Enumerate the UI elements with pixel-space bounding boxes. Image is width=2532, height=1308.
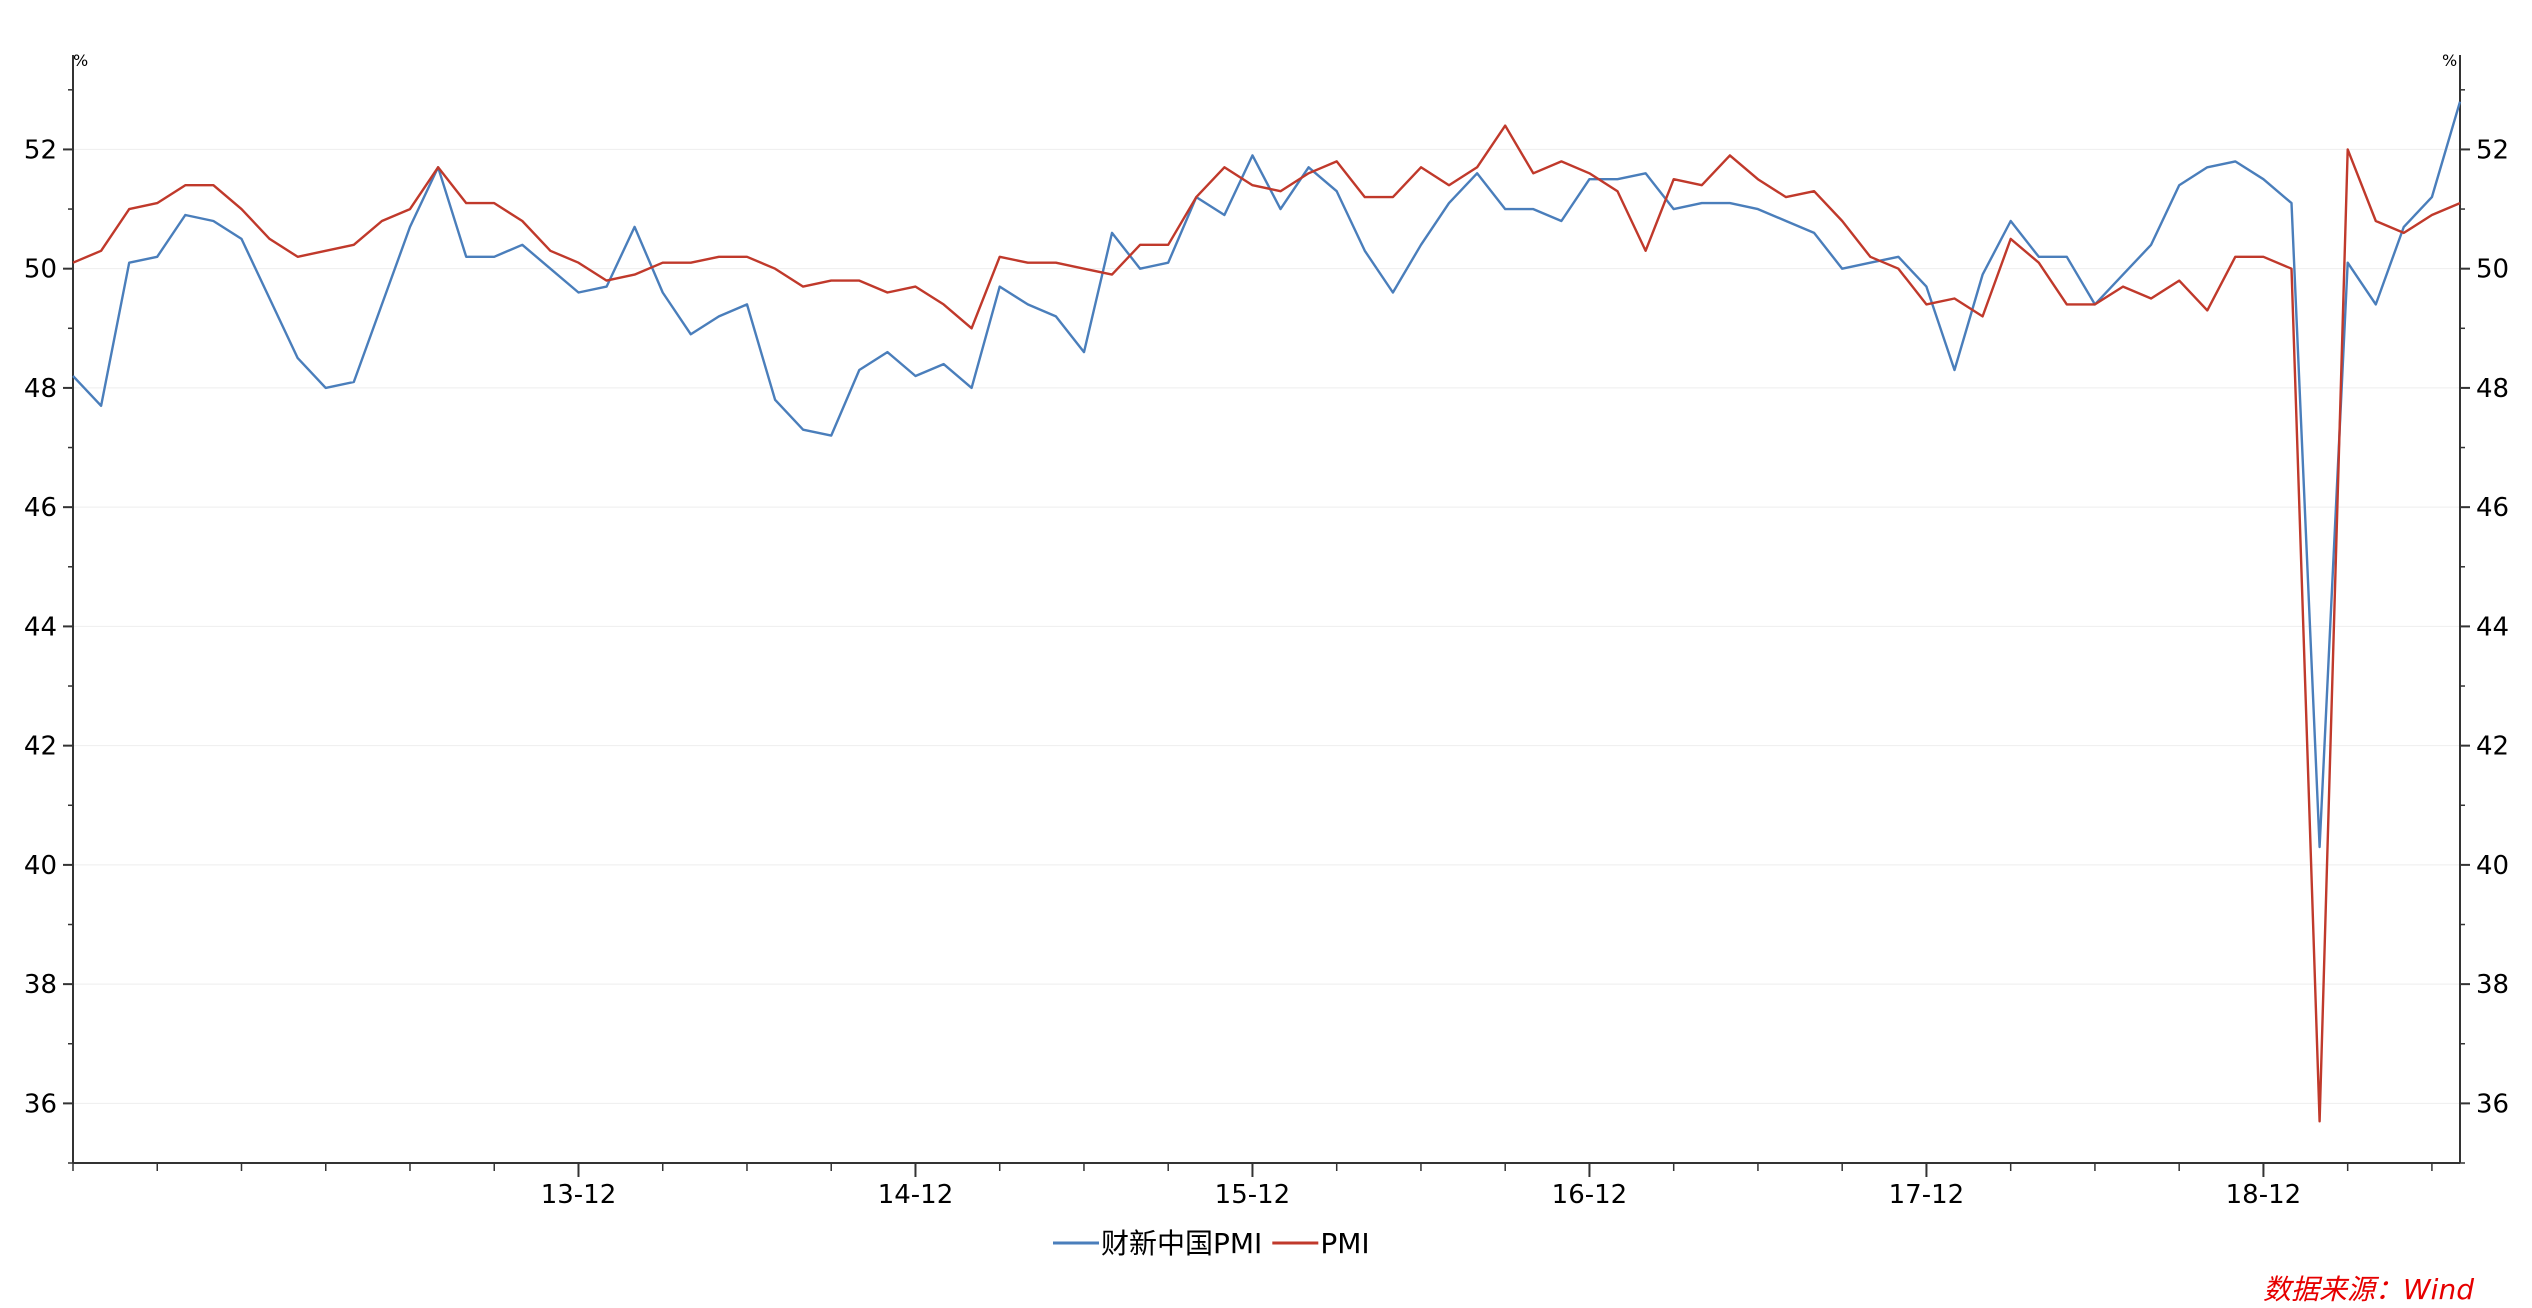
x-tick-label: 13-12 [541,1180,617,1210]
y-tick-label-right: 40 [2476,851,2509,881]
y-tick-label-left: 52 [24,135,57,165]
x-tick-label: 15-12 [1215,1180,1291,1210]
legend-label-caixin: 财新中国PMI [1101,1227,1262,1260]
x-tick-label: 16-12 [1552,1180,1628,1210]
y-tick-label-left: 38 [24,970,57,1000]
right-axis-unit: % [2442,51,2457,70]
y-tick-label-right: 50 [2476,255,2509,285]
x-tick-label: 18-12 [2226,1180,2302,1210]
y-tick-label-right: 38 [2476,970,2509,1000]
y-tick-label-left: 42 [24,732,57,762]
y-tick-label-left: 44 [24,612,57,642]
y-tick-label-right: 44 [2476,612,2509,642]
y-tick-label-left: 48 [24,374,57,404]
series-layer [72,101,2462,1123]
y-tick-label-right: 36 [2476,1089,2509,1119]
series-line-pmi [72,124,2461,1123]
gridlines [73,148,2460,1104]
y-tick-label-left: 40 [24,851,57,881]
series-line-caixin [72,101,2462,849]
y-tick-label-right: 52 [2476,135,2509,165]
left-axis-unit: % [73,51,88,70]
y-tick-label-left: 46 [24,493,57,523]
y-tick-label-right: 46 [2476,493,2509,523]
y-tick-label-left: 36 [24,1089,57,1119]
x-tick-label: 14-12 [878,1180,954,1210]
axes: % % [72,51,2461,1164]
legend-label-pmi: PMI [1320,1227,1369,1260]
y-tick-label-left: 50 [24,255,57,285]
x-tick-label: 17-12 [1889,1180,1965,1210]
y-tick-label-right: 48 [2476,374,2509,404]
legend: 财新中国PMI PMI [1053,1227,1370,1260]
axis-ticks: 36 36 38 38 40 40 42 42 44 44 46 46 48 48 50 50 52 52 13-1… [24,89,2509,1210]
y-tick-label-right: 42 [2476,732,2509,762]
data-source-note: 数据来源：Wind [2263,1273,2474,1306]
